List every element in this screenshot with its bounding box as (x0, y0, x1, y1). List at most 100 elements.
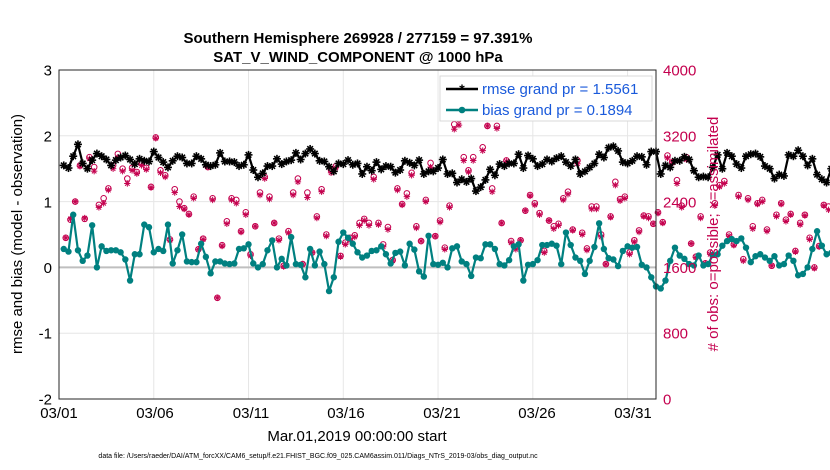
obs-assimilated-point (252, 223, 259, 230)
bias-point (401, 262, 409, 269)
bias-point (226, 260, 233, 268)
bias-point (572, 254, 579, 261)
rmse-point (97, 152, 106, 161)
rmse-point (798, 152, 807, 161)
obs-assimilated-point (564, 190, 572, 198)
bias-point (785, 252, 792, 259)
bias-point (576, 257, 584, 265)
rmse-point (471, 187, 480, 196)
rmse-point (481, 175, 490, 184)
y2-tick-label: 4000 (663, 63, 696, 80)
obs-assimilated-point (171, 189, 178, 196)
rmse-point (765, 164, 774, 173)
bias-point (586, 257, 593, 265)
bias-point (771, 253, 778, 260)
obs-assimilated-point (678, 204, 685, 211)
obs-assimilated-point (455, 121, 463, 129)
bias-point (88, 222, 96, 229)
x-tick-label: 03/31 (614, 405, 652, 422)
obs-assimilated-point (271, 219, 278, 227)
obs-assimilated-point (403, 193, 411, 200)
obs-assimilated-point (645, 214, 652, 222)
rmse-series (59, 140, 830, 196)
rmse-point (73, 140, 82, 149)
bias-point (733, 237, 740, 245)
legend-bias-label: bias grand pr = 0.1894 (482, 102, 633, 119)
rmse-point (718, 164, 727, 173)
obs-assimilated-point (266, 195, 273, 203)
bias-point (349, 240, 356, 247)
y-axis-label: rmse and bias (model - observation) (9, 114, 26, 354)
bias-point (420, 273, 428, 280)
x-tick-label: 03/26 (518, 405, 556, 422)
obs-assimilated-point (659, 219, 666, 227)
rmse-point (599, 153, 608, 162)
bias-point (619, 247, 627, 255)
bias-point (131, 251, 139, 258)
rmse-point (358, 169, 367, 178)
rmse-point (310, 149, 319, 158)
obs-assimilated-point (413, 224, 420, 232)
bias-point (306, 245, 314, 253)
obs-assimilated-point (768, 262, 775, 269)
rmse-point (69, 152, 78, 161)
bias-point (809, 245, 816, 253)
obs-assimilated-point (361, 217, 368, 224)
bias-point (799, 270, 807, 278)
obs-assimilated-point (176, 203, 183, 210)
bias-point (553, 242, 560, 249)
obs-assimilated-point (233, 200, 240, 207)
x-axis-label: Mar.01,2019 00:00:00 start (267, 428, 447, 445)
rmse-point (168, 156, 177, 165)
bias-point (406, 240, 413, 247)
obs-assimilated-point (162, 173, 169, 181)
rmse-point (329, 167, 338, 176)
obs-assimilated-point (673, 180, 681, 187)
rmse-point (509, 159, 518, 168)
bias-point (344, 234, 352, 241)
obs-assimilated-point (626, 251, 633, 258)
bias-point (193, 258, 200, 266)
bias-point (145, 224, 153, 231)
rmse-point (377, 165, 386, 174)
y-tick-label: 1 (44, 195, 52, 212)
bias-point (316, 248, 323, 255)
obs-assimilated-point (593, 205, 600, 213)
rmse-point (258, 169, 267, 178)
obs-assimilated-point (792, 248, 799, 255)
obs-assimilated-point (773, 213, 780, 220)
bias-point (382, 251, 390, 258)
y2-tick-label: 3200 (663, 129, 696, 146)
bias-point (411, 246, 418, 253)
rmse-point (145, 157, 154, 166)
bias-point (287, 233, 295, 241)
obs-assimilated-point (214, 294, 221, 302)
obs-assimilated-point (493, 125, 501, 132)
rmse-point (244, 150, 253, 159)
obs-assimilated-point (100, 200, 107, 207)
obs-assimilated-point (555, 222, 562, 229)
obs-assimilated-point (616, 197, 624, 204)
obs-assimilated-point (289, 191, 297, 199)
obs-assimilated-point (484, 122, 491, 130)
bias-point (141, 221, 148, 228)
rmse-point (524, 151, 533, 160)
obs-assimilated-point (526, 192, 534, 200)
obs-assimilated-point (740, 257, 747, 265)
obs-assimilated-point (294, 178, 302, 186)
obs-assimilated-point (398, 201, 406, 209)
bias-point (292, 260, 300, 268)
bias-point (638, 261, 645, 268)
bias-point (396, 248, 404, 255)
rmse-point (239, 160, 248, 169)
rmse-point (813, 170, 822, 179)
bias-point (278, 255, 285, 263)
obs-assimilated-point (313, 214, 321, 222)
bias-point (648, 274, 655, 281)
bias-point (325, 287, 333, 295)
obs-assimilated-point (209, 196, 216, 204)
bias-point (169, 260, 176, 267)
bias-point (458, 258, 465, 265)
rmse-point (779, 171, 788, 180)
rmse-point (249, 166, 258, 175)
